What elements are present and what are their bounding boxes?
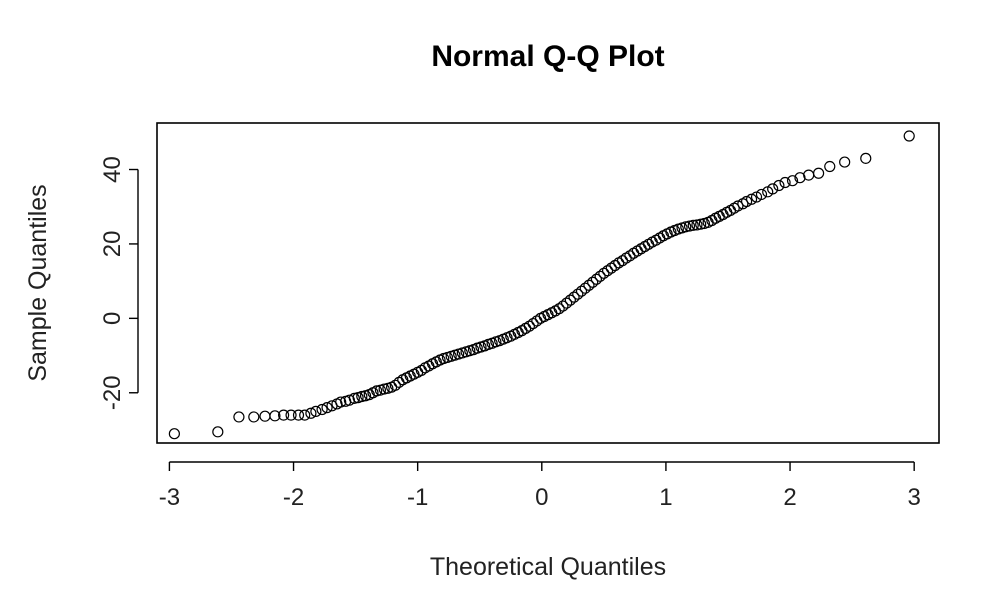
data-point xyxy=(767,183,779,195)
x-axis: -3 -2 -1 0 1 2 3 xyxy=(159,461,921,511)
data-point xyxy=(561,297,573,309)
x-tick-label: -1 xyxy=(407,484,428,511)
data-point xyxy=(683,220,696,232)
plot-frame xyxy=(156,122,940,444)
data-points xyxy=(168,130,915,440)
x-tick-label: -3 xyxy=(159,484,180,511)
data-point xyxy=(839,156,851,168)
y-axis: -20 0 20 40 xyxy=(99,156,139,410)
data-point xyxy=(779,176,791,189)
data-point xyxy=(724,204,737,217)
x-axis-label: Theoretical Quantiles xyxy=(430,553,666,581)
data-point xyxy=(285,409,297,421)
data-point xyxy=(305,407,317,419)
data-point xyxy=(316,403,328,416)
data-point xyxy=(860,152,872,164)
data-point xyxy=(269,410,281,422)
data-point xyxy=(248,411,260,423)
data-point xyxy=(278,409,290,421)
x-tick-label: 0 xyxy=(535,484,548,511)
data-point xyxy=(299,409,311,421)
y-axis-label: Sample Quantiles xyxy=(24,184,52,381)
data-point xyxy=(423,360,435,372)
data-point xyxy=(590,273,603,285)
data-point xyxy=(786,175,799,187)
data-point xyxy=(732,200,744,212)
data-point xyxy=(631,245,643,257)
data-point xyxy=(212,426,224,438)
x-tick-label: 3 xyxy=(907,484,920,511)
data-point xyxy=(741,195,753,208)
data-point xyxy=(812,167,825,179)
data-point xyxy=(520,322,532,334)
x-tick-label: 2 xyxy=(783,484,796,511)
data-point xyxy=(650,234,662,246)
data-point xyxy=(579,282,591,294)
data-point xyxy=(292,409,305,421)
data-point xyxy=(773,179,785,192)
data-point xyxy=(587,276,599,288)
data-point xyxy=(691,219,703,231)
data-point xyxy=(233,411,245,423)
data-point xyxy=(310,405,322,417)
data-point xyxy=(583,279,595,291)
data-point xyxy=(639,240,651,253)
y-tick-label: 40 xyxy=(99,156,126,183)
data-point xyxy=(168,428,180,440)
data-point xyxy=(321,402,333,414)
data-point xyxy=(745,193,758,205)
data-point xyxy=(378,383,390,395)
data-point xyxy=(575,285,588,297)
y-tick-label: 0 xyxy=(99,312,126,325)
data-point xyxy=(654,232,666,244)
y-tick-label: 20 xyxy=(99,231,126,258)
x-tick-label: -2 xyxy=(283,484,304,511)
data-point xyxy=(687,219,699,231)
x-tick-label: 1 xyxy=(659,484,672,511)
data-point xyxy=(594,270,606,282)
data-point xyxy=(695,218,707,230)
data-point xyxy=(572,288,584,300)
data-point xyxy=(371,385,383,397)
data-point xyxy=(568,291,580,303)
data-point xyxy=(903,130,915,142)
data-point xyxy=(259,410,271,422)
data-point xyxy=(803,169,815,181)
y-tick-label: -20 xyxy=(99,375,126,410)
data-point xyxy=(348,392,360,404)
data-point xyxy=(335,396,347,408)
data-point xyxy=(564,294,576,306)
chart-title: Normal Q-Q Plot xyxy=(431,40,664,73)
data-point xyxy=(680,221,692,233)
data-point xyxy=(755,188,768,201)
data-point xyxy=(356,390,368,403)
data-point xyxy=(557,300,569,312)
data-point xyxy=(389,379,401,391)
data-point xyxy=(635,243,647,255)
data-point xyxy=(824,160,836,173)
data-point xyxy=(642,238,655,250)
